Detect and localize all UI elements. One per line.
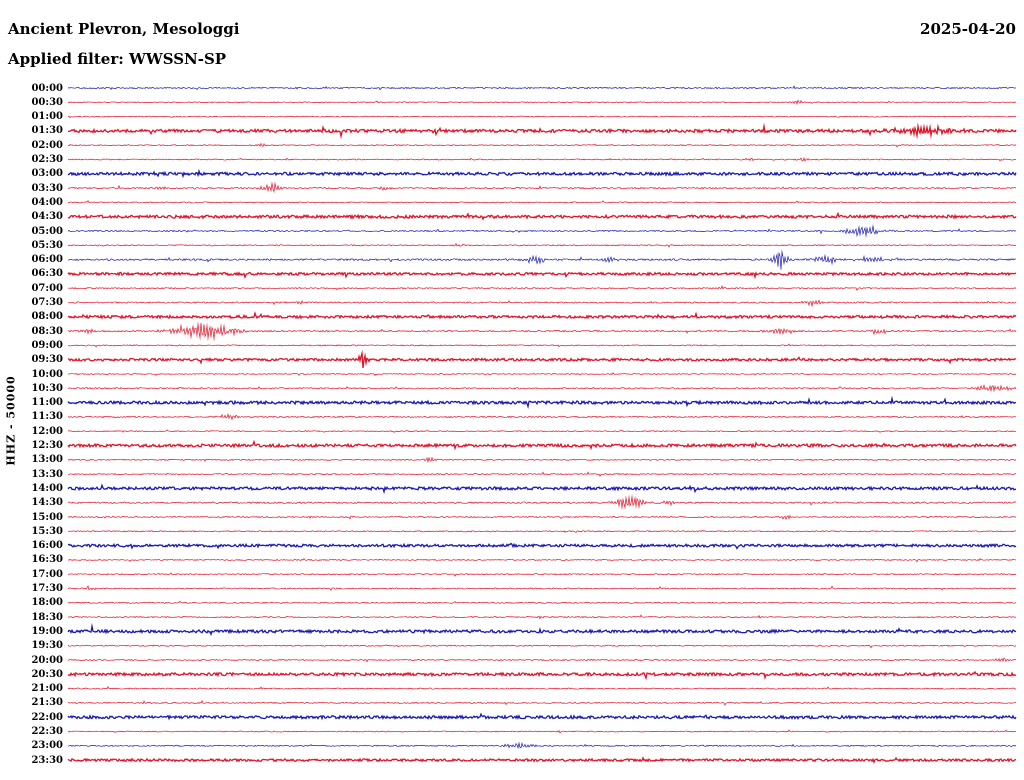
time-label: 15:30 [31, 525, 63, 537]
time-label: 04:30 [31, 211, 63, 223]
time-label: 11:00 [31, 397, 63, 409]
time-label: 18:00 [31, 597, 63, 609]
time-label: 11:30 [31, 411, 63, 423]
time-label: 14:00 [31, 482, 63, 494]
station-title: Ancient Plevron, Mesologgi [8, 20, 240, 38]
time-label: 02:30 [31, 154, 63, 165]
time-label: 16:30 [31, 554, 63, 566]
time-label: 07:30 [31, 297, 63, 308]
time-label: 22:30 [31, 726, 63, 737]
time-label: 23:30 [31, 754, 63, 766]
time-label: 06:00 [31, 254, 63, 266]
time-label: 16:00 [31, 540, 63, 552]
time-label: 14:30 [31, 497, 63, 509]
filter-label: Applied filter: WWSSN-SP [8, 50, 227, 68]
time-label: 17:00 [31, 568, 63, 580]
time-label: 19:30 [31, 640, 63, 652]
time-label: 19:00 [31, 625, 63, 637]
time-label: 21:30 [31, 697, 63, 709]
time-label: 10:30 [31, 382, 63, 394]
time-label: 21:00 [31, 683, 63, 695]
time-label: 01:30 [31, 125, 63, 137]
time-label: 08:30 [31, 325, 63, 337]
time-label: 17:30 [31, 583, 63, 594]
time-label: 22:00 [31, 711, 63, 723]
time-label: 20:00 [31, 654, 63, 666]
time-label: 02:00 [31, 139, 63, 151]
time-label: 10:00 [31, 368, 63, 380]
time-label: 06:30 [31, 268, 63, 280]
time-label: 07:00 [31, 282, 63, 294]
time-label: 12:30 [31, 440, 63, 451]
date-label: 2025-04-20 [920, 20, 1016, 38]
time-label: 01:00 [31, 111, 63, 123]
time-label: 04:00 [31, 196, 63, 208]
time-label: 09:00 [31, 339, 63, 351]
time-label: 05:30 [31, 239, 63, 251]
time-label: 09:30 [31, 354, 63, 366]
time-label: 20:30 [31, 668, 63, 680]
time-label: 15:00 [31, 511, 63, 523]
time-label: 08:00 [31, 311, 63, 323]
time-label: 18:30 [31, 611, 63, 623]
time-label: 13:00 [31, 454, 63, 466]
time-label: 12:00 [31, 425, 63, 437]
time-label: 00:00 [31, 82, 63, 94]
time-label: 00:30 [31, 96, 63, 108]
time-label: 23:00 [31, 740, 63, 752]
time-label: 13:30 [31, 468, 63, 480]
time-label: 03:30 [31, 182, 63, 194]
time-label: 03:00 [31, 168, 63, 180]
time-label: 05:00 [31, 225, 63, 237]
